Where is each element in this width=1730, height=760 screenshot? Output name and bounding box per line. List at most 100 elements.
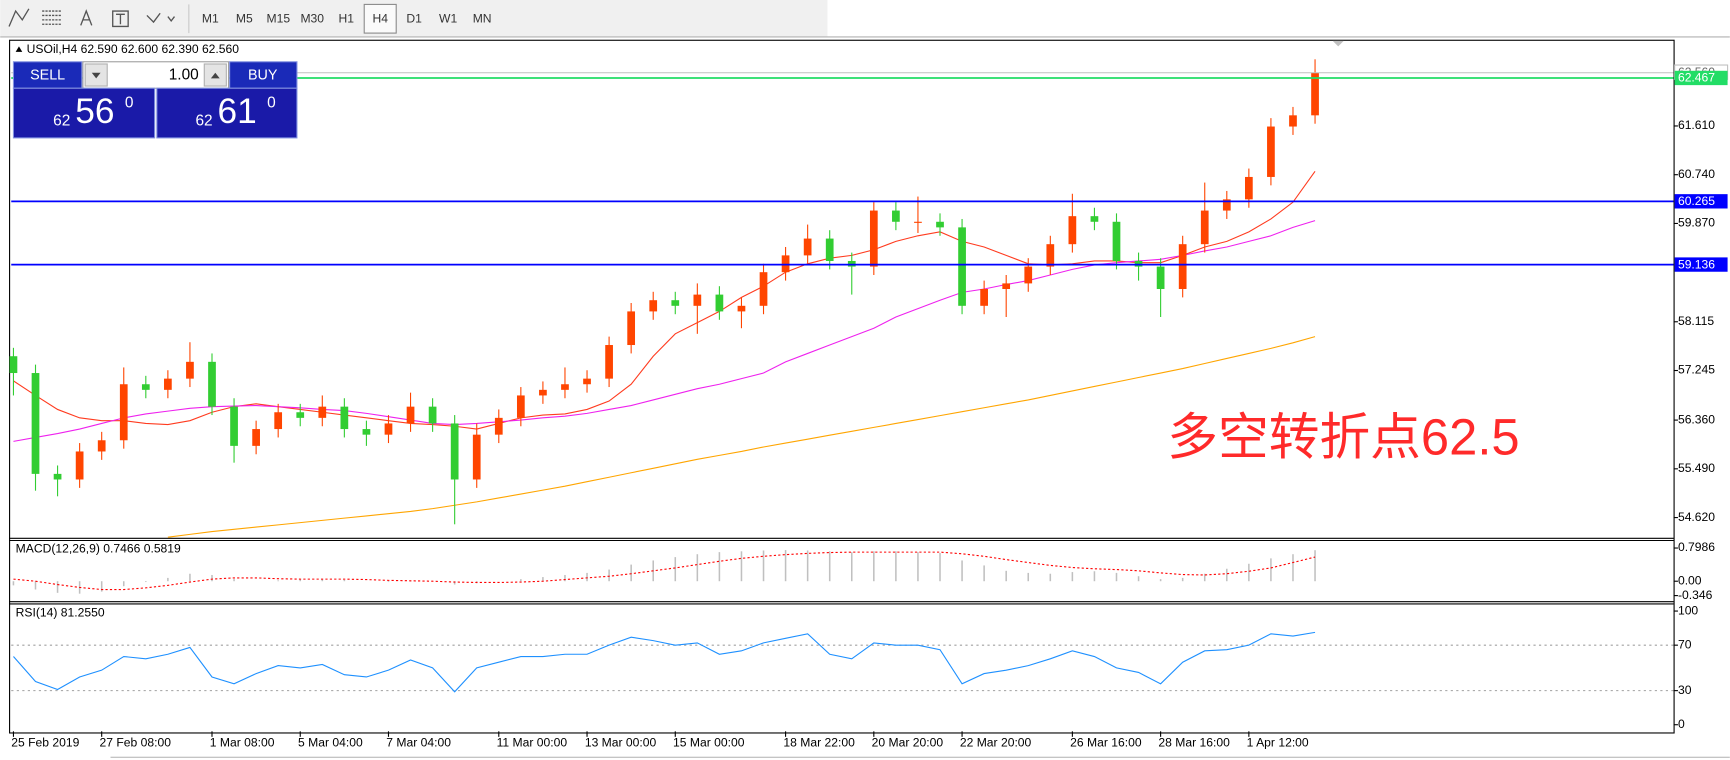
y-tick-label: 30 (1678, 683, 1692, 697)
sell-price-box[interactable] (12, 87, 156, 139)
candle-body (362, 429, 371, 435)
sell-price-small: 62 (53, 112, 70, 129)
candle-body (1222, 199, 1231, 211)
y-tick-label: 0.00 (1678, 573, 1702, 587)
timeframe-group: M1 M5 M15 M30 H1 H4 D1 W1 MN (202, 3, 492, 34)
level-label-box (1674, 70, 1728, 86)
candle-body (1289, 115, 1297, 127)
buy-price-box[interactable] (156, 87, 298, 139)
tool-icon-lines[interactable] (8, 8, 30, 27)
candle-body (958, 227, 966, 306)
tool-icon-grid[interactable] (42, 10, 62, 25)
timeframe-button[interactable]: W1 (439, 12, 457, 26)
candle-body (53, 473, 62, 480)
macd-signal (13, 551, 1316, 591)
y-tick-label: 54.620 (1678, 510, 1715, 524)
tool-icon-text[interactable] (80, 9, 93, 26)
sell-price-sup: 0 (125, 95, 134, 112)
symbol-arrow[interactable] (15, 46, 23, 52)
candle-body (869, 210, 878, 267)
y-tick-label: 56.360 (1678, 412, 1715, 426)
level-label-box (1674, 257, 1728, 272)
candle-body (428, 406, 437, 424)
candle-body (892, 210, 900, 222)
panel-title: RSI(14) 81.2550 (16, 605, 105, 619)
candle-body (450, 423, 459, 480)
candle-body (1156, 266, 1165, 289)
level-label: 62.467 (1678, 71, 1715, 85)
candle-body (539, 389, 547, 396)
timeframe-button[interactable]: D1 (406, 12, 422, 26)
candle-body (186, 361, 194, 379)
candle-body (318, 406, 327, 418)
plot-area: 54.620 55.490 56.360 57.245 58.115 59.870 60.7… (9, 42, 1729, 750)
candle-body (1068, 216, 1077, 245)
candle-body (693, 294, 702, 306)
tool-icon-arrows[interactable] (146, 12, 176, 24)
candle-body (1002, 283, 1011, 289)
candle-body (384, 423, 393, 435)
y-tick-label: 70 (1678, 637, 1692, 651)
candle-body (274, 412, 283, 430)
tool-icon-label[interactable] (112, 10, 129, 28)
candle-body (340, 406, 349, 430)
rsi-line (13, 631, 1316, 693)
candle-body (516, 395, 525, 418)
candle-body (252, 429, 260, 446)
candle-body (671, 300, 680, 306)
candle-body (583, 378, 591, 385)
candle-body (1245, 176, 1253, 200)
candle-body (759, 272, 768, 306)
y-tick-label: 0.7986 (1678, 540, 1715, 554)
y-tick-label: 55.490 (1678, 461, 1715, 475)
timeframe-button[interactable]: H4 (372, 12, 388, 26)
candle-body (164, 378, 172, 390)
volume-down-arrow (91, 72, 101, 79)
candle-body (296, 412, 305, 418)
candle-body (627, 311, 636, 346)
x-tick-label: 7 Mar 04:00 (386, 736, 451, 750)
timeframe-button[interactable]: H1 (338, 12, 354, 26)
y-tick-label: 61.610 (1678, 118, 1715, 132)
candle-body (561, 384, 569, 390)
timeframe-button[interactable]: MN (473, 12, 492, 26)
x-tick-label: 18 Mar 22:00 (783, 736, 855, 750)
moving-average (167, 336, 1316, 538)
candle-body (1112, 221, 1121, 261)
sell-price-big: 56 (75, 92, 114, 131)
candle-body (715, 294, 724, 312)
sell-button[interactable] (12, 61, 83, 89)
timeframe-button[interactable]: M5 (236, 12, 253, 26)
volume-value[interactable]: 1.00 (169, 67, 199, 84)
buy-price-small: 62 (195, 112, 212, 129)
x-tick-label: 26 Mar 16:00 (1070, 736, 1142, 750)
candle-body (9, 356, 18, 374)
panel-title: MACD(12,26,9) 0.7466 0.5819 (16, 542, 181, 556)
candle-body (980, 288, 988, 306)
panel-title: USOil,H4 62.590 62.600 62.390 62.560 (27, 42, 240, 56)
candle-body (1178, 244, 1187, 289)
y-tick-label: 60.740 (1678, 167, 1715, 181)
candle-body (494, 417, 503, 435)
x-tick-label: 13 Mar 00:00 (585, 736, 657, 750)
x-tick-label: 20 Mar 20:00 (872, 736, 944, 750)
shift-marker[interactable] (1332, 40, 1344, 47)
y-tick-label: 0 (1678, 717, 1685, 731)
timeframe-button[interactable]: M30 (300, 12, 324, 26)
x-tick-label: 22 Mar 20:00 (960, 736, 1032, 750)
candle-body (472, 434, 481, 480)
toolbar (0, 0, 828, 37)
candle-body (1090, 216, 1099, 222)
buy-button[interactable] (229, 61, 298, 89)
candle-body (1024, 266, 1033, 284)
timeframe-button[interactable]: M15 (266, 12, 290, 26)
y-tick-label: 100 (1678, 603, 1698, 617)
candle-body (406, 406, 415, 424)
level-label: 59.136 (1678, 257, 1715, 271)
x-tick-label: 5 Mar 04:00 (298, 736, 363, 750)
y-tick-label: -0.346 (1678, 588, 1713, 602)
timeframe-button[interactable]: M1 (202, 12, 219, 26)
x-tick-label: 1 Apr 12:00 (1247, 736, 1309, 750)
